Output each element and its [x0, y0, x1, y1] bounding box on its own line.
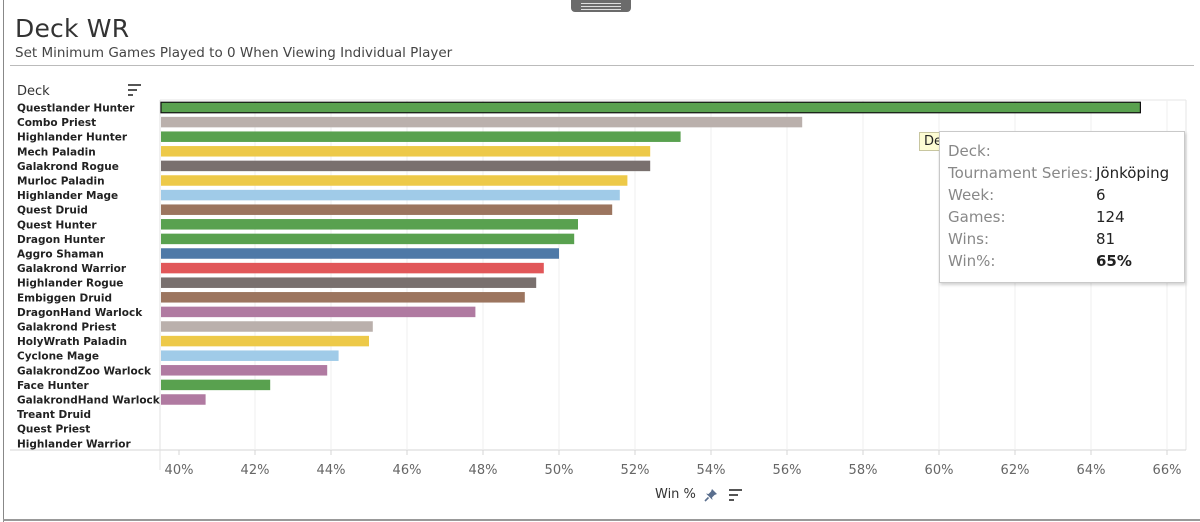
bar[interactable]	[160, 101, 1142, 114]
x-axis-title-group: Win %	[655, 487, 696, 502]
category-label[interactable]: Highlander Hunter	[17, 132, 128, 144]
category-label[interactable]: Quest Hunter	[17, 219, 97, 231]
x-axis-title[interactable]: Win %	[655, 487, 696, 502]
deck-column-header[interactable]: Deck	[17, 84, 50, 99]
category-label[interactable]: Galakrond Warrior	[17, 263, 127, 275]
category-label[interactable]: Quest Druid	[17, 205, 88, 217]
bar[interactable]	[161, 335, 369, 347]
x-tick-label: 58%	[849, 463, 878, 478]
x-tick-label: 64%	[1077, 463, 1106, 478]
category-label[interactable]: Murloc Paladin	[17, 176, 105, 188]
bar[interactable]	[161, 146, 651, 157]
frame-bottom-border	[3, 519, 1200, 521]
tooltip-value-games: 124	[1096, 208, 1125, 226]
bar[interactable]	[161, 131, 681, 142]
tooltip-panel: Deck: Tournament Series: Jönköping Week:…	[939, 131, 1185, 283]
bar[interactable]	[161, 189, 620, 201]
x-tick-label: 48%	[469, 463, 498, 478]
x-tick-label: 40%	[165, 463, 194, 478]
header-divider	[10, 65, 1194, 66]
category-label[interactable]: Highlander Warrior	[17, 438, 131, 450]
category-label[interactable]: Quest Priest	[17, 424, 90, 436]
bar[interactable]	[161, 116, 803, 128]
category-label[interactable]: Combo Priest	[17, 117, 96, 129]
x-tick-label: 66%	[1153, 463, 1182, 478]
tooltip-label-games: Games:	[948, 208, 1006, 226]
deck-sort-icon[interactable]	[128, 84, 142, 98]
category-label[interactable]: Highlander Rogue	[17, 278, 123, 290]
x-tick-label: 52%	[621, 463, 650, 478]
category-label[interactable]: Embiggen Druid	[17, 292, 112, 304]
bar[interactable]	[161, 365, 328, 376]
bar[interactable]	[161, 219, 578, 230]
page-subtitle: Set Minimum Games Played to 0 When Viewi…	[15, 45, 453, 61]
x-tick-label: 60%	[925, 463, 954, 478]
category-label[interactable]: Mech Paladin	[17, 146, 96, 158]
category-label[interactable]: HolyWrath Paladin	[17, 336, 127, 348]
drag-handle-icon[interactable]	[571, 0, 631, 12]
tooltip-value-winpct: 65%	[1096, 252, 1132, 270]
bar[interactable]	[161, 321, 373, 332]
bar[interactable]	[161, 175, 628, 186]
category-label[interactable]: Questlander Hunter	[17, 103, 135, 115]
category-label[interactable]: DragonHand Warlock	[17, 307, 143, 319]
tooltip-label-winpct: Win%:	[948, 252, 996, 270]
bar[interactable]	[161, 350, 339, 361]
category-label[interactable]: GalakrondHand Warlock	[17, 395, 161, 407]
tooltip-value-week: 6	[1096, 186, 1106, 204]
bar[interactable]	[161, 160, 651, 172]
x-tick-label: 46%	[393, 463, 422, 478]
bar[interactable]	[161, 394, 206, 405]
frame-left-border	[3, 0, 4, 522]
x-tick-label: 44%	[317, 463, 346, 478]
tooltip-label-wins: Wins:	[948, 230, 990, 248]
category-label[interactable]: Highlander Mage	[17, 190, 118, 202]
category-label[interactable]: Galakrond Priest	[17, 322, 116, 334]
bar[interactable]	[161, 292, 525, 303]
tooltip-value-series: Jönköping	[1096, 164, 1170, 182]
category-label[interactable]: Face Hunter	[17, 380, 90, 392]
tooltip-label-series: Tournament Series:	[948, 164, 1094, 182]
x-tick-label: 42%	[241, 463, 270, 478]
tooltip-value-wins: 81	[1096, 230, 1116, 248]
x-tick-label: 54%	[697, 463, 726, 478]
category-label[interactable]: Aggro Shaman	[17, 249, 104, 261]
bar[interactable]	[161, 379, 271, 391]
page-title: Deck WR	[15, 14, 130, 43]
tooltip-label-week: Week:	[948, 186, 995, 204]
x-tick-label: 62%	[1001, 463, 1030, 478]
bar[interactable]	[161, 204, 613, 215]
tooltip-label-deck: Deck:	[948, 142, 991, 160]
pin-icon[interactable]	[704, 488, 718, 502]
x-tick-label: 56%	[773, 463, 802, 478]
category-label[interactable]: GalakrondZoo Warlock	[17, 365, 152, 377]
bar[interactable]	[161, 248, 559, 259]
bar[interactable]	[161, 233, 575, 245]
bar[interactable]	[161, 306, 476, 318]
category-label[interactable]: Cyclone Mage	[17, 351, 99, 363]
category-label[interactable]: Dragon Hunter	[17, 234, 106, 246]
bar[interactable]	[161, 262, 544, 274]
x-tick-label: 50%	[545, 463, 574, 478]
bar[interactable]	[161, 277, 537, 288]
x-axis-sort-icon[interactable]	[729, 489, 743, 503]
category-label[interactable]: Galakrond Rogue	[17, 161, 119, 173]
category-label[interactable]: Treant Druid	[17, 409, 91, 421]
